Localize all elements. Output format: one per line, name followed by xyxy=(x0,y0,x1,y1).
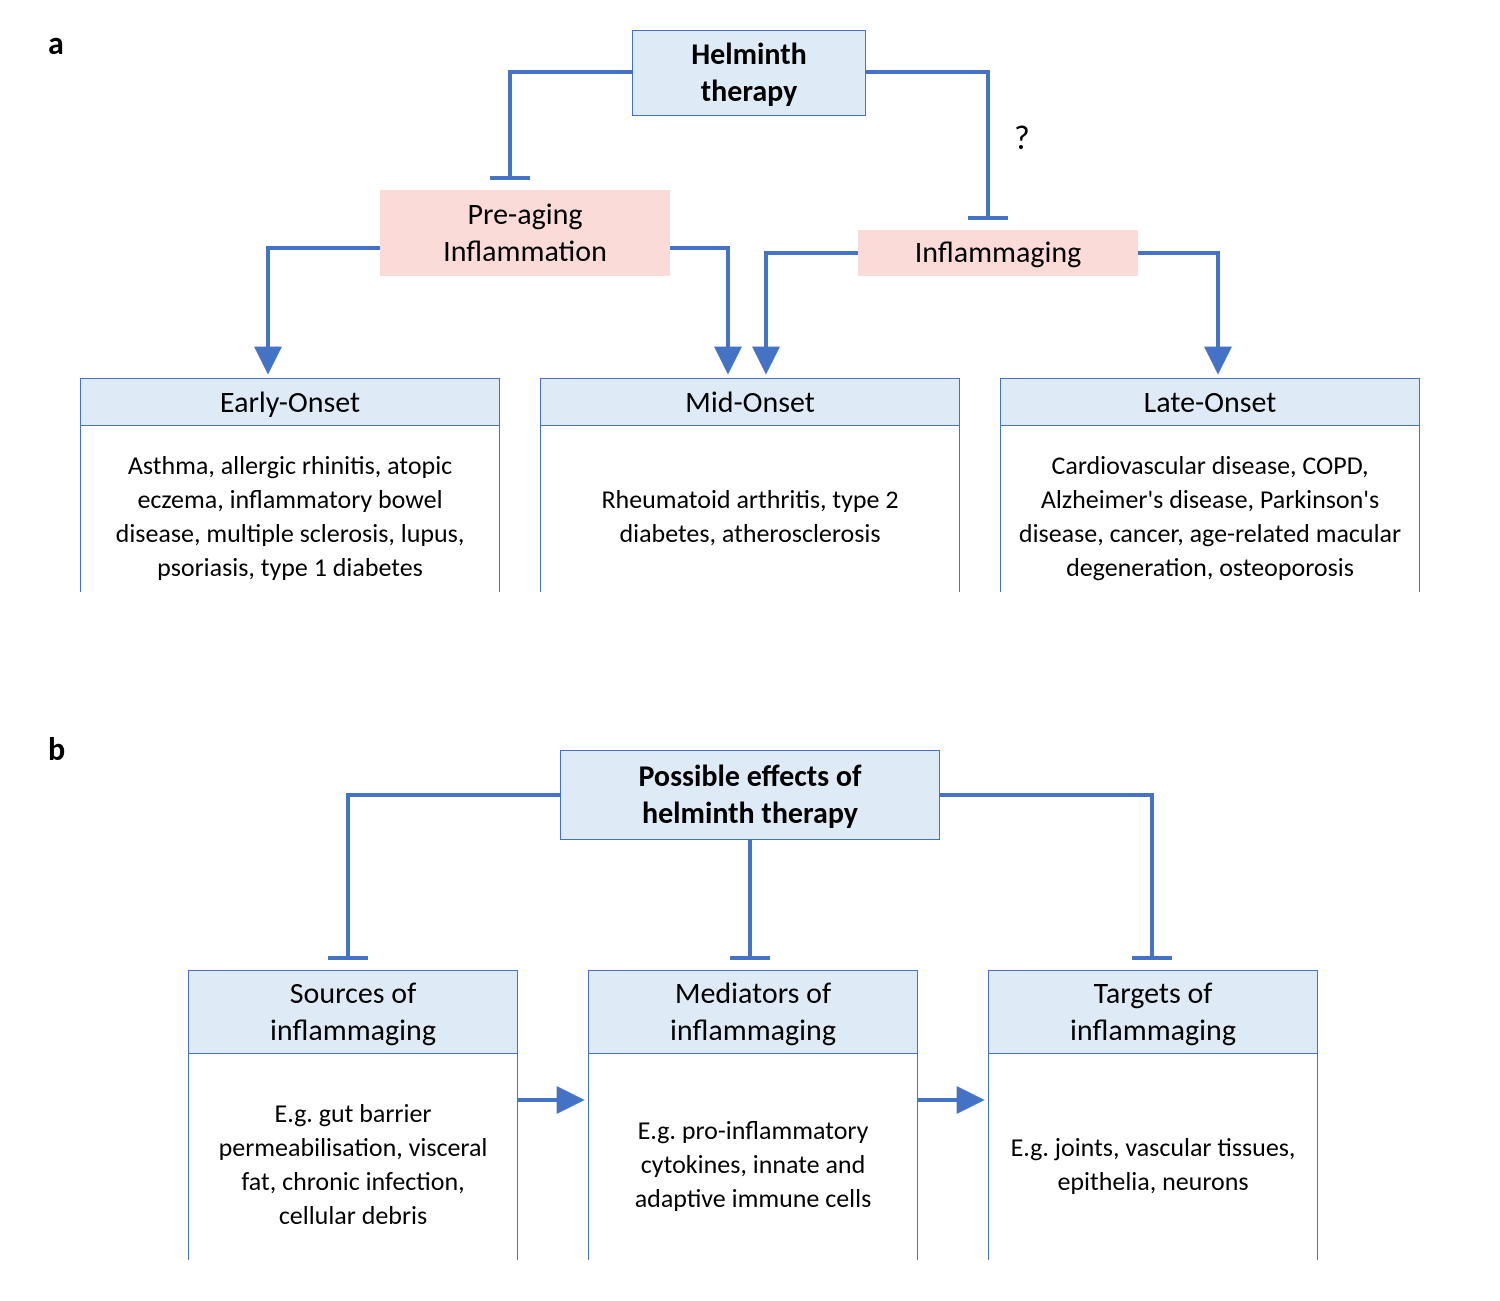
mid-onset-head: Mid-Onset xyxy=(541,379,959,426)
possible-effects-node: Possible effects of helminth therapy xyxy=(560,750,940,840)
question-mark: ? xyxy=(1014,118,1030,159)
sources-box: Sources of inflammaging E.g. gut barrier… xyxy=(188,970,518,1260)
panel-b-label: b xyxy=(48,730,65,769)
targets-head-l2: inflammaging xyxy=(1070,1012,1236,1049)
diagram-canvas: a b Helminth therapy xyxy=(0,0,1500,1301)
mid-onset-body: Rheumatoid arthritis, type 2 diabetes, a… xyxy=(541,426,959,608)
effects-l2: helminth therapy xyxy=(642,795,858,833)
inflammaging-text: Inflammaging xyxy=(915,234,1082,272)
targets-body: E.g. joints, vascular tissues, epithelia… xyxy=(989,1054,1317,1276)
targets-head: Targets of inflammaging xyxy=(989,971,1317,1054)
late-onset-head: Late-Onset xyxy=(1001,379,1419,426)
sources-head-l2: inflammaging xyxy=(270,1012,436,1049)
mediators-head: Mediators of inflammaging xyxy=(589,971,917,1054)
targets-box: Targets of inflammaging E.g. joints, vas… xyxy=(988,970,1318,1260)
panel-a-label: a xyxy=(48,24,64,63)
early-onset-body: Asthma, allergic rhinitis, atopic eczema… xyxy=(81,426,499,608)
sources-head-l1: Sources of xyxy=(290,975,417,1012)
helminth-therapy-node: Helminth therapy xyxy=(632,30,866,116)
targets-head-l1: Targets of xyxy=(1094,975,1213,1012)
inflammaging-node: Inflammaging xyxy=(858,230,1138,276)
pre-aging-node: Pre-aging Inflammation xyxy=(380,190,670,276)
late-onset-box: Late-Onset Cardiovascular disease, COPD,… xyxy=(1000,378,1420,592)
effects-l1: Possible effects of xyxy=(638,758,861,796)
mid-onset-box: Mid-Onset Rheumatoid arthritis, type 2 d… xyxy=(540,378,960,592)
sources-head: Sources of inflammaging xyxy=(189,971,517,1054)
helminth-line2: therapy xyxy=(701,73,798,111)
mediators-box: Mediators of inflammaging E.g. pro-infla… xyxy=(588,970,918,1260)
late-onset-body: Cardiovascular disease, COPD, Alzheimer'… xyxy=(1001,426,1419,608)
early-onset-box: Early-Onset Asthma, allergic rhinitis, a… xyxy=(80,378,500,592)
early-onset-head: Early-Onset xyxy=(81,379,499,426)
mediators-head-l1: Mediators of xyxy=(675,975,831,1012)
mediators-body: E.g. pro-inflammatory cytokines, innate … xyxy=(589,1054,917,1276)
pre-aging-l1: Pre-aging xyxy=(468,196,583,234)
helminth-line1: Helminth xyxy=(691,36,807,74)
pre-aging-l2: Inflammation xyxy=(443,233,607,271)
sources-body: E.g. gut barrier permeabilisation, visce… xyxy=(189,1054,517,1276)
mediators-head-l2: inflammaging xyxy=(670,1012,836,1049)
